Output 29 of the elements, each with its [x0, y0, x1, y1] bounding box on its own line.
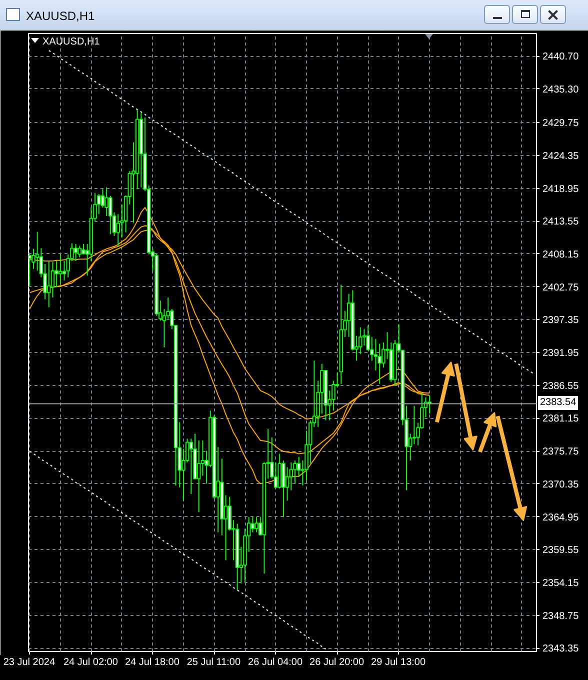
- y-tick-label: 2370.35: [542, 479, 580, 490]
- x-tick-label: 29 Jul 13:00: [371, 656, 426, 670]
- y-tick-label: 2413.55: [542, 216, 580, 228]
- y-tick-label: 2402.75: [542, 282, 580, 294]
- x-tick-label: 26 Jul 04:00: [248, 656, 303, 670]
- chart-title: XAUUSD,H1: [26, 8, 95, 25]
- ref-line-label: 2383.54: [538, 396, 578, 410]
- y-tick-label: 2424.35: [542, 150, 580, 162]
- y-tick-label: 2359.55: [542, 545, 580, 556]
- x-tick-label: 26 Jul 20:00: [310, 656, 364, 670]
- y-tick-label: 2435.30: [542, 84, 580, 96]
- x-tick-label: 24 Jul 18:00: [124, 656, 180, 670]
- chart-subtitle: XAUUSD,H1: [42, 36, 100, 48]
- x-tick-label: 23 Jul 2024: [3, 656, 56, 670]
- y-tick-label: 2429.75: [542, 118, 580, 130]
- y-tick-label: 2354.15: [542, 578, 580, 589]
- y-tick-label: 2348.75: [542, 610, 580, 622]
- y-tick-label: 2418.95: [542, 184, 580, 195]
- y-tick-label: 2408.15: [542, 249, 580, 260]
- y-tick-label: 2440.70: [542, 52, 580, 63]
- x-tick-label: 24 Jul 02:00: [63, 656, 118, 670]
- y-tick-label: 2386.55: [542, 380, 580, 392]
- y-tick-label: 2381.15: [542, 414, 580, 425]
- y-tick-label: 2364.95: [542, 512, 580, 524]
- y-tick-label: 2375.75: [542, 446, 580, 458]
- y-tick-label: 2391.95: [542, 348, 580, 360]
- y-tick-label: 2343.35: [542, 644, 580, 655]
- x-tick-label: 25 Jul 11:00: [186, 656, 241, 670]
- y-tick-label: 2397.35: [542, 315, 580, 326]
